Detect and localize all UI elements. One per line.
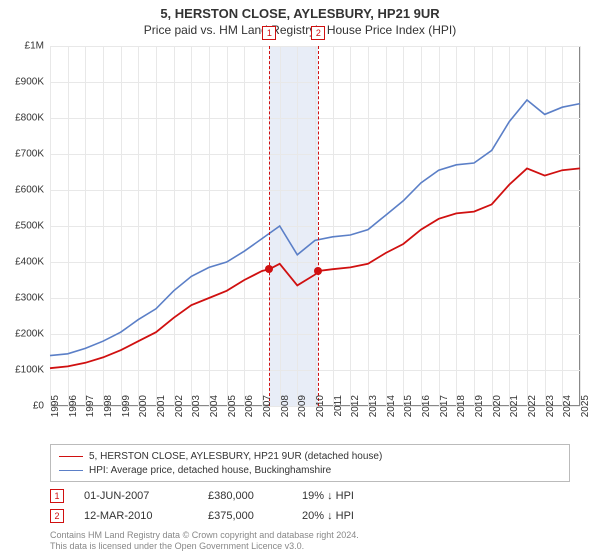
series-hpi: [50, 100, 580, 356]
x-tick-label: 2015: [403, 395, 414, 425]
x-tick-label: 2020: [492, 395, 503, 425]
x-tick-label: 2009: [297, 395, 308, 425]
x-tick-label: 2017: [439, 395, 450, 425]
x-tick-label: 2016: [421, 395, 432, 425]
x-tick-label: 2013: [368, 395, 379, 425]
legend-label: HPI: Average price, detached house, Buck…: [89, 465, 331, 476]
chart-plot-area: 12 £0£100K£200K£300K£400K£500K£600K£700K…: [50, 46, 580, 406]
attribution-line1: Contains HM Land Registry data © Crown c…: [50, 530, 359, 541]
x-tick-label: 2019: [474, 395, 485, 425]
sale-row-diff: 20% ↓ HPI: [302, 510, 392, 522]
x-tick-label: 2023: [545, 395, 556, 425]
sale-dot: [265, 265, 273, 273]
x-tick-label: 1999: [121, 395, 132, 425]
legend-item: HPI: Average price, detached house, Buck…: [59, 463, 561, 477]
y-tick-label: £500K: [4, 221, 44, 232]
y-tick-label: £800K: [4, 113, 44, 124]
y-tick-label: £100K: [4, 365, 44, 376]
x-tick-label: 1996: [68, 395, 79, 425]
attribution-line2: This data is licensed under the Open Gov…: [50, 541, 359, 552]
chart-title: 5, HERSTON CLOSE, AYLESBURY, HP21 9UR: [0, 0, 600, 21]
sale-dot: [314, 267, 322, 275]
x-tick-label: 2003: [191, 395, 202, 425]
y-tick-label: £0: [4, 401, 44, 412]
legend-item: 5, HERSTON CLOSE, AYLESBURY, HP21 9UR (d…: [59, 449, 561, 463]
line-series-svg: [50, 46, 580, 406]
x-tick-label: 2005: [227, 395, 238, 425]
x-tick-label: 2008: [280, 395, 291, 425]
x-tick-label: 2010: [315, 395, 326, 425]
y-tick-label: £600K: [4, 185, 44, 196]
legend-box: 5, HERSTON CLOSE, AYLESBURY, HP21 9UR (d…: [50, 444, 570, 482]
legend-label: 5, HERSTON CLOSE, AYLESBURY, HP21 9UR (d…: [89, 451, 382, 462]
y-tick-label: £900K: [4, 77, 44, 88]
legend-swatch: [59, 470, 83, 471]
x-tick-label: 2024: [562, 395, 573, 425]
x-tick-label: 1995: [50, 395, 61, 425]
x-tick-label: 2021: [509, 395, 520, 425]
x-tick-label: 2018: [456, 395, 467, 425]
x-tick-label: 2006: [244, 395, 255, 425]
x-tick-label: 1998: [103, 395, 114, 425]
x-tick-label: 2025: [580, 395, 591, 425]
y-tick-label: £700K: [4, 149, 44, 160]
sale-marker-1: 1: [262, 26, 276, 40]
sale-row-diff: 19% ↓ HPI: [302, 490, 392, 502]
x-tick-label: 2011: [333, 395, 344, 425]
sale-row-marker: 1: [50, 489, 64, 503]
chart-subtitle: Price paid vs. HM Land Registry's House …: [0, 21, 600, 41]
x-tick-label: 2000: [138, 395, 149, 425]
sale-row-price: £380,000: [208, 490, 288, 502]
legend-swatch: [59, 456, 83, 457]
sale-row-price: £375,000: [208, 510, 288, 522]
sale-row-date: 12-MAR-2010: [84, 510, 194, 522]
x-tick-label: 2001: [156, 395, 167, 425]
sale-marker-2: 2: [311, 26, 325, 40]
y-tick-label: £400K: [4, 257, 44, 268]
sale-row: 1 01-JUN-2007 £380,000 19% ↓ HPI: [50, 486, 392, 506]
x-tick-label: 2004: [209, 395, 220, 425]
sale-row-marker: 2: [50, 509, 64, 523]
y-tick-label: £200K: [4, 329, 44, 340]
x-tick-label: 2012: [350, 395, 361, 425]
sale-row: 2 12-MAR-2010 £375,000 20% ↓ HPI: [50, 506, 392, 526]
x-tick-label: 2022: [527, 395, 538, 425]
x-tick-label: 2014: [386, 395, 397, 425]
attribution-text: Contains HM Land Registry data © Crown c…: [50, 530, 359, 552]
x-tick-label: 2007: [262, 395, 273, 425]
x-tick-label: 2002: [174, 395, 185, 425]
sales-table: 1 01-JUN-2007 £380,000 19% ↓ HPI 2 12-MAR-201…: [50, 486, 392, 526]
y-tick-label: £300K: [4, 293, 44, 304]
y-tick-label: £1M: [4, 41, 44, 52]
x-tick-label: 1997: [85, 395, 96, 425]
sale-row-date: 01-JUN-2007: [84, 490, 194, 502]
